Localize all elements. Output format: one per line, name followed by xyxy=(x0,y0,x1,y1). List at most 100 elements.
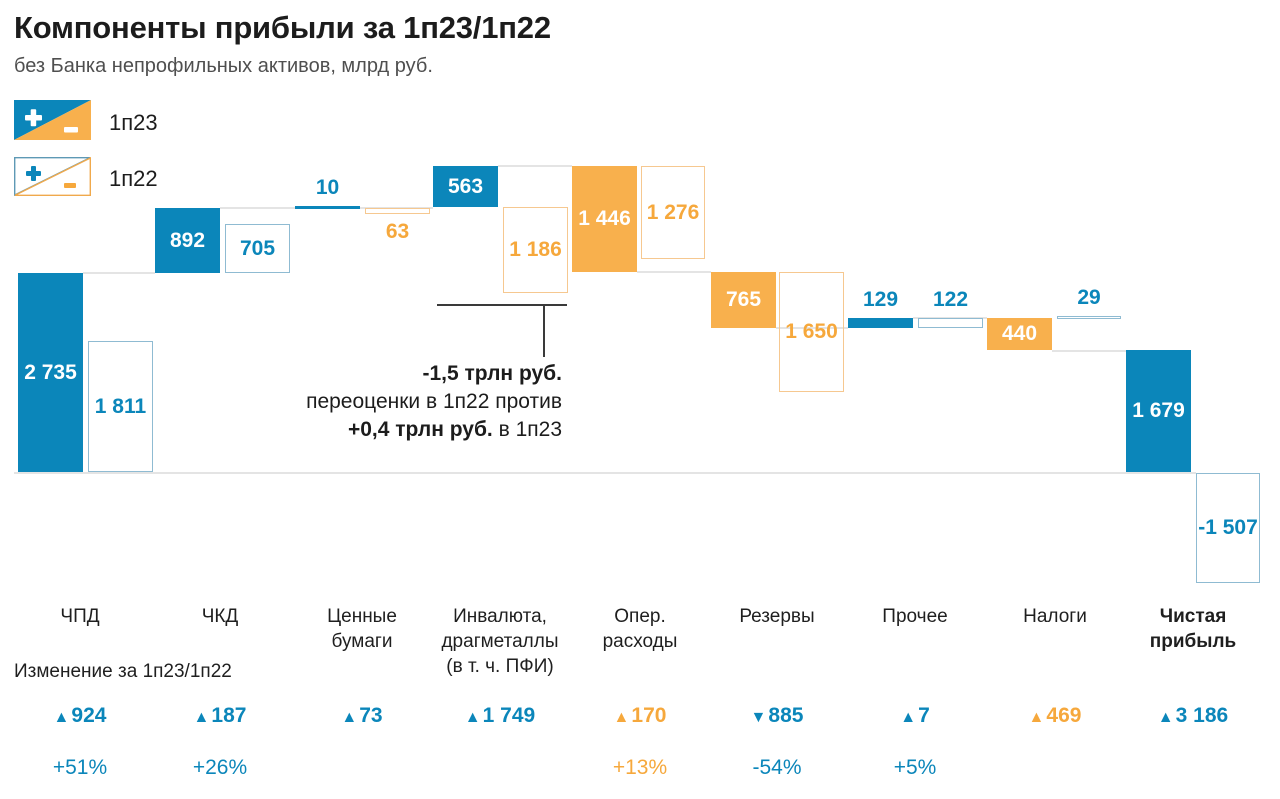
bar-1p22-1: 705 xyxy=(225,224,290,273)
legend-swatch-solid-icon xyxy=(14,100,91,145)
category-label-5: Резервы xyxy=(739,606,815,627)
category-label-3: Инвалюта, драгметаллы (в т. ч. ПФИ) xyxy=(441,606,559,677)
legend-item-1p22: 1п22 xyxy=(13,156,158,201)
change-row-label: Изменение за 1п23/1п22 xyxy=(14,661,232,682)
change-percent-6: +5% xyxy=(893,756,937,779)
connector-line-4 xyxy=(637,271,711,273)
bar-value-label: 1 650 xyxy=(785,320,838,343)
connector-line-1 xyxy=(220,207,295,209)
triangle-up-icon: ▲ xyxy=(341,709,358,726)
annotation-line1: -1,5 трлн руб. xyxy=(422,362,562,385)
change-value-4: ▲170 xyxy=(613,704,667,727)
change-percent-0: +51% xyxy=(52,756,108,779)
legend-item-1p23: 1п23 xyxy=(14,100,158,145)
category-label-7: Налоги xyxy=(1023,606,1087,627)
bar-value-label: 705 xyxy=(239,236,276,260)
bar-label-wrap: 1 276 xyxy=(642,167,704,258)
legend-swatch-outline-icon xyxy=(13,156,92,201)
bar-1p23-8: 1 679 xyxy=(1126,350,1191,472)
change-value-1: ▲187 xyxy=(193,704,247,727)
bar-label-wrap: 563 xyxy=(433,166,498,207)
bar-1p22-2 xyxy=(365,208,430,214)
bar-label-wrap: 892 xyxy=(155,208,220,273)
triangle-up-icon: ▲ xyxy=(1157,709,1174,726)
connector-line-3 xyxy=(498,165,572,167)
bar-label-wrap: 1 446 xyxy=(572,166,637,272)
change-value-7: ▲469 xyxy=(1028,704,1082,727)
bar-value-label: 765 xyxy=(725,288,762,311)
callout-bracket-line xyxy=(437,304,567,306)
bar-1p23-3: 563 xyxy=(433,166,498,207)
bar-value-label: 440 xyxy=(1001,322,1038,345)
bar-value-label: 63 xyxy=(385,220,410,243)
bar-value-label: 1 276 xyxy=(646,200,700,224)
annotation-line3-tail: в 1п23 xyxy=(492,418,562,441)
bar-label-wrap: 1 650 xyxy=(780,273,843,391)
bar-value-label: 2 735 xyxy=(24,360,77,384)
bar-label-wrap: 2 735 xyxy=(18,273,83,472)
bar-label-wrap: 1 679 xyxy=(1126,350,1191,472)
change-value-5: ▼885 xyxy=(750,704,804,727)
legend-label-1p22: 1п22 xyxy=(109,166,158,191)
annotation-line3-bold: +0,4 трлн руб. xyxy=(347,418,493,441)
bar-label-wrap: 1 186 xyxy=(504,208,567,292)
bar-1p23-0: 2 735 xyxy=(18,273,83,472)
bar-value-label: 1 679 xyxy=(1132,399,1185,422)
bar-value-label: -1 507 xyxy=(1198,516,1258,539)
bar-value-label: 129 xyxy=(862,288,899,311)
bar-1p23-2 xyxy=(295,206,360,209)
change-value-2: ▲73 xyxy=(341,704,383,727)
category-label-2: Ценные бумаги xyxy=(327,606,397,652)
page-title: Компоненты прибыли за 1п23/1п22 xyxy=(14,10,551,45)
callout-pointer-line xyxy=(543,304,545,357)
connector-line-0 xyxy=(83,272,155,274)
bar-label-wrap: 440 xyxy=(987,318,1052,350)
bar-1p23-6 xyxy=(848,318,913,328)
category-label-6: Прочее xyxy=(882,606,948,627)
connector-line-8 xyxy=(14,472,1196,474)
bar-1p22-8: -1 507 xyxy=(1196,473,1260,583)
bar-label-wrap: 1 811 xyxy=(89,342,152,471)
bar-1p22-6 xyxy=(918,318,983,328)
change-percent-5: -54% xyxy=(752,756,802,779)
triangle-up-icon: ▲ xyxy=(900,709,917,726)
change-percent-4: +13% xyxy=(612,756,668,779)
triangle-up-icon: ▲ xyxy=(193,709,210,726)
bar-1p23-7: 440 xyxy=(987,318,1052,350)
bar-label-wrap: 705 xyxy=(226,225,289,272)
category-label-1: ЧКД xyxy=(201,606,239,627)
triangle-up-icon: ▲ xyxy=(613,709,630,726)
change-value-6: ▲7 xyxy=(900,704,930,727)
triangle-down-icon: ▼ xyxy=(750,709,767,726)
triangle-up-icon: ▲ xyxy=(53,709,70,726)
bar-value-label: 892 xyxy=(169,228,206,252)
change-value-0: ▲924 xyxy=(53,704,107,727)
bar-value-label: 1 811 xyxy=(94,394,147,418)
bar-value-label: 1 446 xyxy=(578,207,631,230)
bar-value-label: 29 xyxy=(1077,286,1101,309)
triangle-up-icon: ▲ xyxy=(1028,709,1045,726)
page-subtitle: без Банка непрофильных активов, млрд руб… xyxy=(14,55,433,77)
change-value-3: ▲1 749 xyxy=(464,704,536,727)
revaluation-annotation: -1,5 трлн руб. переоценки в 1п22 против … xyxy=(222,360,562,444)
category-label-0: ЧПД xyxy=(60,606,100,627)
bar-1p22-4: 1 276 xyxy=(641,166,705,259)
legend-label-1p23: 1п23 xyxy=(109,109,158,135)
bar-1p22-5: 1 650 xyxy=(779,272,844,392)
bar-1p22-3: 1 186 xyxy=(503,207,568,293)
bar-1p22-7 xyxy=(1057,316,1121,319)
connector-line-7 xyxy=(1052,350,1126,352)
annotation-line2: переоценки в 1п22 против xyxy=(306,390,562,413)
bar-1p23-1: 892 xyxy=(155,208,220,273)
connector-line-5 xyxy=(776,327,848,329)
bar-value-label: 1 186 xyxy=(509,238,562,261)
bar-label-wrap: -1 507 xyxy=(1197,474,1259,582)
bar-value-label: 10 xyxy=(315,176,340,199)
bar-label-wrap: 765 xyxy=(711,272,776,328)
change-value-8: ▲3 186 xyxy=(1157,704,1229,727)
bar-value-label: 122 xyxy=(932,288,969,311)
triangle-up-icon: ▲ xyxy=(464,709,481,726)
change-percent-1: +26% xyxy=(192,756,248,779)
